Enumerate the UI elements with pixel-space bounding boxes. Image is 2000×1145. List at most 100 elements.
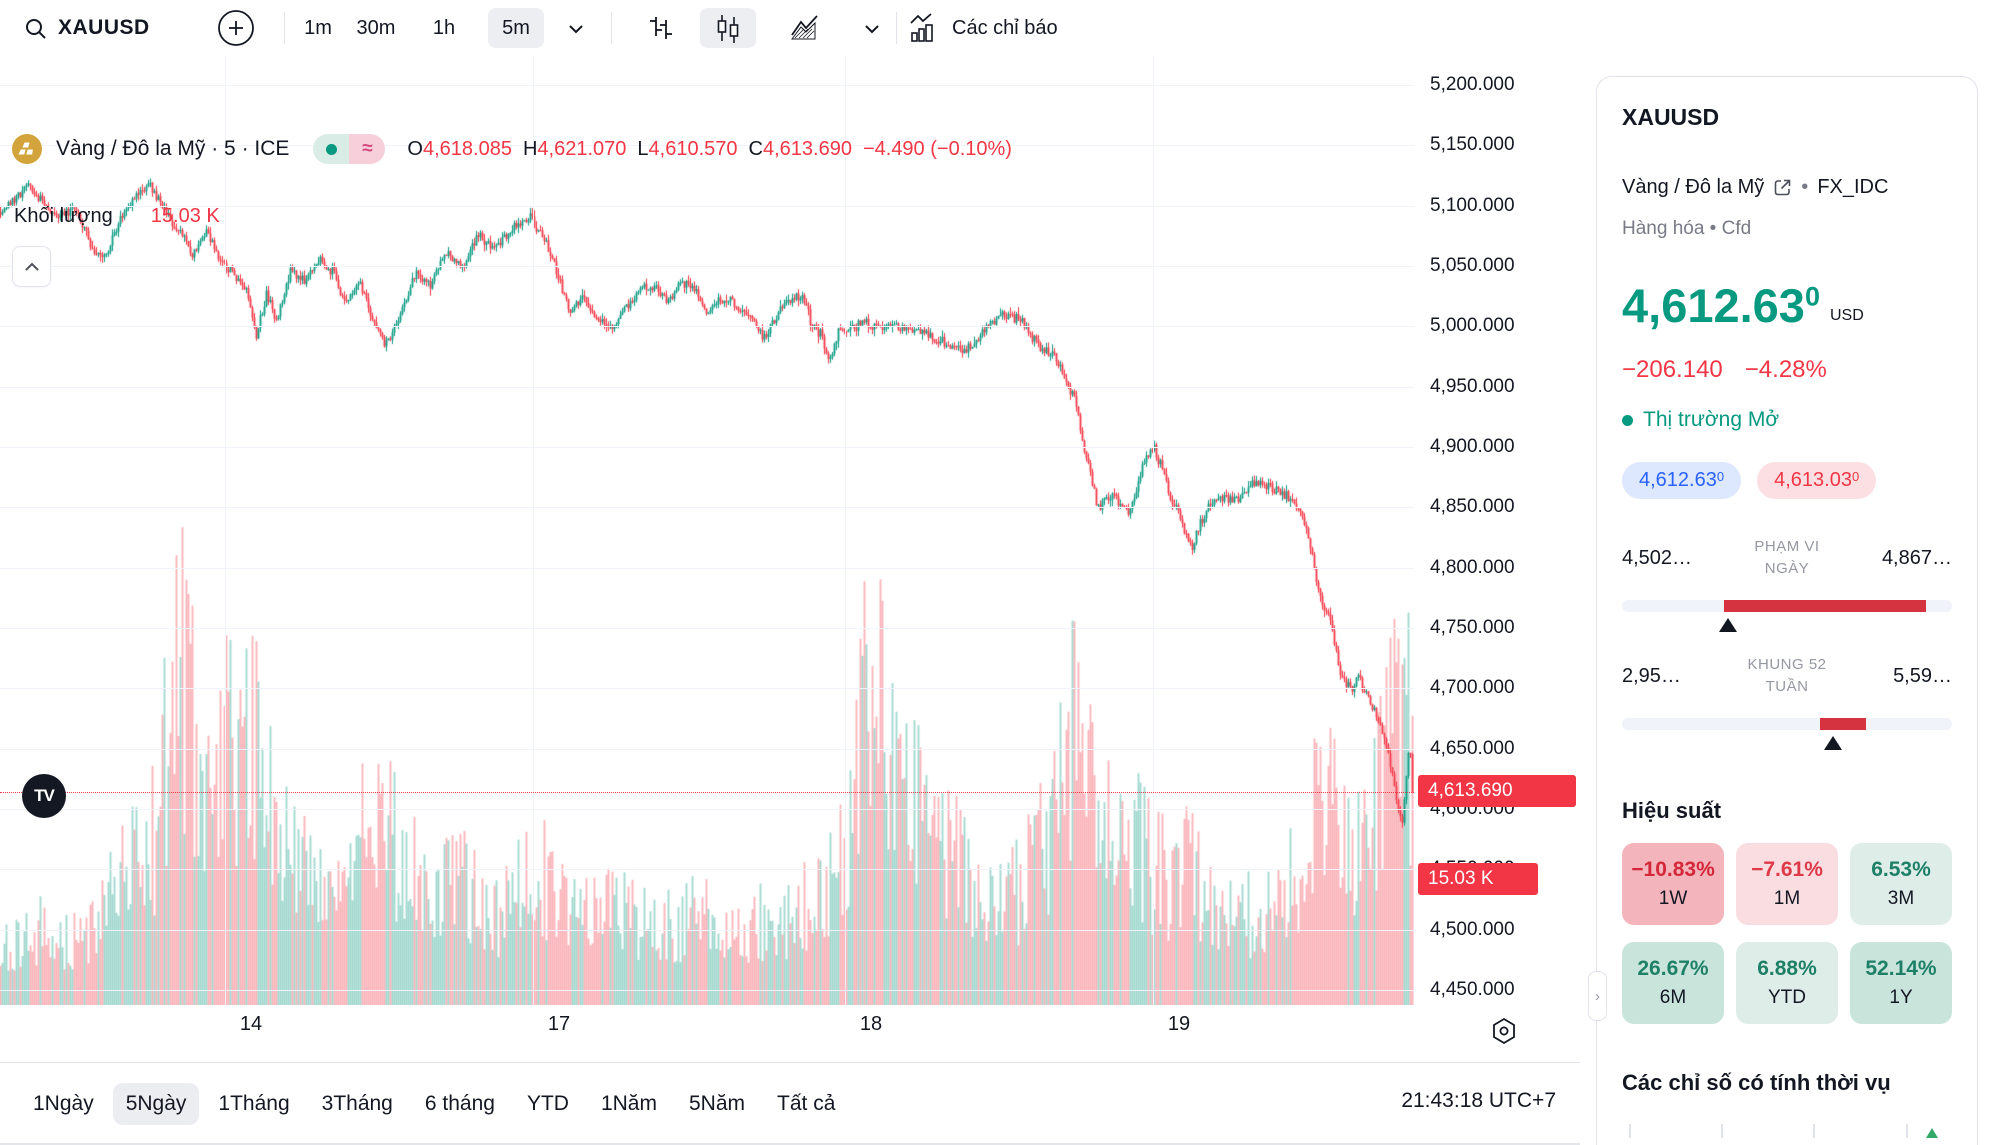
price-scale-settings-icon[interactable]: [1488, 1015, 1520, 1047]
quote-currency: USD: [1829, 307, 1864, 324]
price-axis-label: 4,750.000: [1430, 617, 1515, 638]
time-axis-label: 14: [239, 1013, 263, 1035]
week52-track[interactable]: [1622, 718, 1952, 730]
seasonal-marker-triangle: [1925, 1128, 1938, 1138]
ask-pill[interactable]: 4,613.03 0: [1757, 462, 1877, 499]
performance-value: 52.14%: [1865, 957, 1937, 980]
symbol-description[interactable]: Vàng / Đô la Mỹ: [1622, 176, 1765, 198]
performance-tile-1W[interactable]: −10.83% 1W: [1622, 843, 1724, 925]
range-button-5Ngày[interactable]: 5Ngày: [112, 1082, 200, 1125]
range-button-3Tháng[interactable]: 3Tháng: [321, 1091, 393, 1115]
indicators-button[interactable]: Các chỉ báo: [908, 8, 1058, 48]
performance-tiles: −10.83% 1W −7.61% 1M 6.53% 3M 26.67% 6M 6.88% YTD…: [1622, 843, 1952, 1024]
toolbar-separator: [284, 12, 285, 44]
interval-button-5m[interactable]: 5m: [488, 8, 544, 48]
external-link-icon[interactable]: [1773, 178, 1792, 197]
time-axis-label: 17: [547, 1013, 571, 1035]
sidebar-collapse-handle[interactable]: ›: [1588, 971, 1607, 1021]
sidebar-symbol-title[interactable]: XAUUSD: [1622, 104, 1720, 130]
bars-style-icon[interactable]: [646, 14, 674, 42]
week52-low: 2,95…: [1622, 664, 1681, 687]
time-axis[interactable]: 14 17 18 19: [0, 1005, 1580, 1062]
gold-symbol-icon: [12, 134, 42, 164]
range-button-1Tháng[interactable]: 1Tháng: [218, 1091, 290, 1115]
interval-chevron-down-icon[interactable]: [566, 22, 586, 36]
price-axis-label: 5,050.000: [1430, 255, 1515, 276]
interval-button-30m[interactable]: 30m: [356, 16, 396, 39]
performance-value: 6.88%: [1757, 957, 1817, 980]
tradingview-logo[interactable]: TV: [22, 774, 66, 818]
market-status-toggle[interactable]: ≈: [313, 134, 386, 164]
bid-pill[interactable]: 4,612.63 0: [1622, 462, 1742, 499]
h-gridline: [0, 386, 1414, 388]
day-range-track[interactable]: [1622, 600, 1952, 612]
performance-tile-1Y[interactable]: 52.14% 1Y: [1850, 942, 1952, 1024]
performance-title: Hiệu suất: [1622, 798, 1722, 823]
last-price-line: [0, 792, 1414, 794]
market-status-label: Thị trường Mở: [1643, 408, 1780, 431]
range-button-1Ngày[interactable]: 1Ngày: [33, 1091, 94, 1115]
performance-tile-1M[interactable]: −7.61% 1M: [1736, 843, 1838, 925]
time-axis-label: 19: [1167, 1013, 1191, 1035]
seasonal-axis-tick: [1905, 1124, 1908, 1138]
h-gridline: [0, 205, 1414, 207]
day-range-fill: [1724, 600, 1926, 612]
search-icon[interactable]: [24, 17, 48, 41]
range-button-Tất-cả[interactable]: Tất cả: [777, 1091, 836, 1115]
date-range-toolbar: 1Ngày 5Ngày 1Tháng 3Tháng 6 tháng YTD 1Năm 5Năm…: [0, 1062, 1580, 1144]
performance-value: 6.53%: [1871, 858, 1931, 881]
chevron-up-icon: [24, 262, 39, 271]
volume-label[interactable]: Khối lượng: [14, 204, 113, 227]
price-axis[interactable]: 5,200.000 5,150.000 5,100.000 5,050.000 5,00…: [1414, 56, 1580, 1005]
performance-value: −7.61%: [1751, 858, 1823, 881]
h-gridline: [0, 688, 1414, 690]
h-gridline: [0, 628, 1414, 629]
h-gridline: [0, 507, 1414, 509]
session-gridline: [1153, 56, 1154, 1005]
compare-add-icon[interactable]: [216, 8, 256, 48]
details-sidebar: › XAUUSD Vàng / Đô la Mỹ • FX_IDC Hàng h…: [1580, 0, 2000, 1145]
exchange-name[interactable]: FX_IDC: [1817, 176, 1889, 198]
week52-marker: [1824, 736, 1843, 750]
symbol-search-button[interactable]: XAUUSD: [58, 16, 150, 39]
performance-tile-3M[interactable]: 6.53% 3M: [1850, 843, 1952, 925]
price-axis-label: 4,950.000: [1430, 375, 1515, 397]
chart-pane[interactable]: Vàng / Đô la Mỹ · 5 · ICE ≈ O4,618.085 H…: [0, 56, 1414, 1005]
performance-period: 1M: [1773, 888, 1801, 909]
style-chevron-down-icon[interactable]: [862, 22, 882, 36]
week52-range-row: 2,95… KHUNG 52 TUẦN 5,59…: [1622, 648, 1952, 704]
ohlc-values: O4,618.085 H4,621.070 L4,610.570 C4,613.…: [407, 137, 1012, 160]
interval-button-1m[interactable]: 1m: [304, 16, 332, 39]
performance-value: −10.83%: [1631, 858, 1715, 881]
performance-period: YTD: [1768, 987, 1806, 1008]
area-style-icon[interactable]: [790, 14, 820, 42]
day-range-high: 4,867…: [1881, 546, 1952, 569]
change-percent: −4.28%: [1744, 356, 1827, 383]
session-gridline: [533, 56, 534, 1005]
week52-label: KHUNG 52 TUẦN: [1747, 655, 1827, 696]
price-axis-label: 4,500.000: [1430, 918, 1515, 940]
indicators-label: Các chỉ báo: [952, 16, 1058, 39]
clock[interactable]: 21:43:18 UTC+7: [1401, 1089, 1556, 1112]
seasonal-axis-tick: [1628, 1124, 1631, 1138]
ohlc-change: −4.490 (−0.10%): [862, 137, 1012, 160]
performance-tile-6M[interactable]: 26.67% 6M: [1622, 942, 1724, 1024]
legend-symbol-title[interactable]: Vàng / Đô la Mỹ · 5 · ICE: [56, 137, 290, 160]
h-gridline: [0, 567, 1414, 569]
bid-ask-row: 4,612.63 0 4,613.03 0: [1622, 462, 1952, 499]
performance-tile-YTD[interactable]: 6.88% YTD: [1736, 942, 1838, 1024]
range-button-6-tháng[interactable]: 6 tháng: [424, 1091, 495, 1115]
h-gridline: [0, 869, 1414, 871]
range-button-YTD[interactable]: YTD: [526, 1091, 569, 1115]
h-gridline: [0, 145, 1414, 147]
range-button-1Năm[interactable]: 1Năm: [600, 1091, 657, 1115]
last-price-tag: 4,613.690: [1418, 775, 1576, 807]
interval-button-1h[interactable]: 1h: [432, 16, 456, 39]
price-chart-canvas[interactable]: [0, 56, 1414, 1005]
seasonal-axis-tick: [1813, 1124, 1816, 1138]
legend-collapse-button[interactable]: [12, 246, 51, 287]
candles-style-button[interactable]: [700, 8, 756, 48]
range-button-5Năm[interactable]: 5Năm: [688, 1091, 746, 1115]
seasonal-title[interactable]: Các chỉ số có tính thời vụ: [1622, 1070, 1891, 1095]
quote-price: 4,612.630: [1622, 279, 1820, 332]
